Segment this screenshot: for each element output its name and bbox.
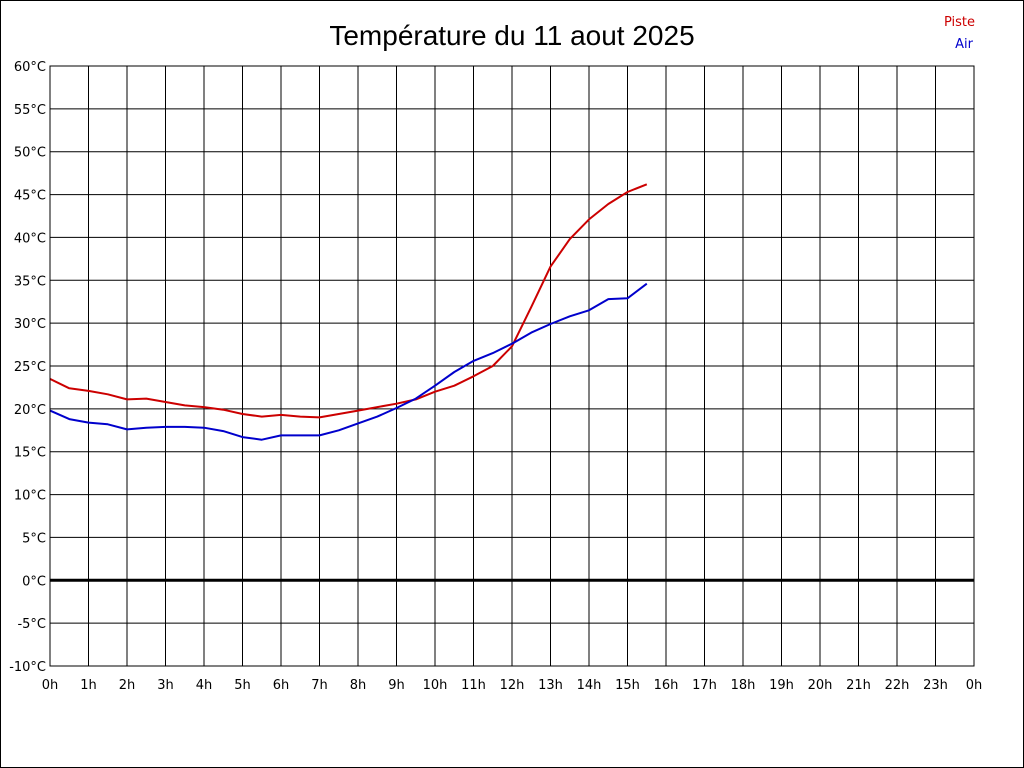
y-tick-label: 5°C [22,531,46,546]
x-tick-label: 22h [885,678,910,693]
y-tick-label: 0°C [22,574,46,589]
y-tick-label: 35°C [14,274,46,289]
axes [49,65,975,667]
x-tick-label: 19h [769,678,794,693]
x-tick-label: 6h [273,678,290,693]
x-tick-label: 7h [311,678,328,693]
y-tick-label: 25°C [14,360,46,375]
legend-piste: Piste [944,15,975,30]
series-lines [49,183,648,441]
x-tick-label: 14h [577,678,602,693]
y-tick-label: -10°C [9,660,46,675]
y-tick-label: 10°C [14,489,46,504]
x-tick-label: 16h [654,678,679,693]
y-tick-label: 60°C [14,60,46,75]
series-line-piste [49,183,648,419]
y-tick-label: 55°C [14,103,46,118]
x-tick-label: 18h [731,678,756,693]
plot-border [49,65,975,667]
x-tick-label: 21h [846,678,871,693]
x-tick-label: 5h [234,678,251,693]
y-tick-label: 15°C [14,446,46,461]
y-tick-label: 30°C [14,317,46,332]
x-tick-label: 23h [923,678,948,693]
x-tick-label: 10h [423,678,448,693]
x-tick-label: 1h [80,678,97,693]
x-tick-label: 3h [157,678,174,693]
x-tick-label: 12h [500,678,525,693]
x-tick-label: 11h [461,678,486,693]
tick-labels: 0h 1h 2h 3h 4h 5h 6h 7h 8h 9h 10h 11h 12h 13h 14h 15h 16… [9,60,982,693]
x-tick-label: 17h [692,678,717,693]
x-tick-label: 20h [808,678,833,693]
x-tick-label: 15h [615,678,640,693]
x-tick-label: 0h [42,678,59,693]
x-tick-label: 8h [350,678,367,693]
y-tick-label: -5°C [17,617,46,632]
y-tick-label: 40°C [14,231,46,246]
x-tick-label: 0h [966,678,983,693]
x-tick-label: 2h [119,678,136,693]
series-line-air [49,282,648,441]
x-tick-label: 13h [538,678,563,693]
grid [49,65,975,667]
legend-air: Air [955,37,974,52]
x-tick-label: 9h [388,678,405,693]
chart-title: Température du 11 aout 2025 [329,20,694,51]
y-tick-label: 45°C [14,189,46,204]
y-tick-label: 50°C [14,146,46,161]
y-tick-label: 20°C [14,403,46,418]
x-tick-label: 4h [196,678,213,693]
